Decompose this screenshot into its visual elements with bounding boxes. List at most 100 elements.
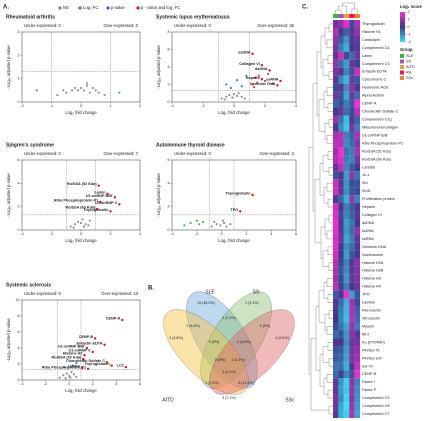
heatmap-cell xyxy=(349,266,355,275)
heatmap-cell xyxy=(354,20,361,29)
heatmap-cell xyxy=(338,258,344,267)
heatmap-cell xyxy=(333,274,339,283)
point xyxy=(118,91,121,94)
group-swatch xyxy=(400,70,404,75)
heatmap-cell xyxy=(343,163,350,172)
heatmap-cell xyxy=(343,234,350,243)
x-axis-title: Log₂ fold change xyxy=(218,238,250,243)
heatmap-cell xyxy=(333,91,339,100)
heatmap-cell xyxy=(354,115,361,124)
dendrogram xyxy=(328,119,333,128)
legend-label: p - value and log₂ FC xyxy=(141,5,180,10)
dendrogram xyxy=(335,2,358,14)
x-axis-title: Log₂ fold change xyxy=(65,388,97,393)
heatmap-cell xyxy=(354,386,361,395)
row-label: Cardiolipin xyxy=(362,38,380,42)
venn-region-label: 0 (0%) xyxy=(209,340,220,344)
heatmap-cell xyxy=(343,147,350,156)
dendrogram xyxy=(326,135,333,144)
y-tick-label: 3 xyxy=(18,30,20,34)
point xyxy=(74,223,77,226)
row-label: CENP-B xyxy=(362,372,377,376)
x-axis-title: Log₂ fold change xyxy=(218,110,250,115)
heatmap-cell xyxy=(349,115,355,124)
heatmap-cell xyxy=(349,203,355,212)
row-label: Complement C1q xyxy=(362,118,392,122)
row-label: Genomic DNA xyxy=(362,245,387,249)
plot-frame xyxy=(21,159,141,231)
heatmap-cell xyxy=(343,402,350,411)
dendrogram xyxy=(327,151,333,160)
dendrogram xyxy=(328,310,333,319)
heatmap-cell xyxy=(343,211,350,220)
row-label: Histone H1 xyxy=(362,30,381,34)
heatmap-cell xyxy=(343,107,350,116)
group-swatch xyxy=(400,54,404,58)
heatmap-cell xyxy=(338,187,344,196)
heatmap-cell xyxy=(354,330,361,339)
heatmap-cell xyxy=(333,258,339,267)
over-label: Over-expressed: 13 xyxy=(101,291,138,296)
dendrogram xyxy=(326,278,333,287)
labeled-point xyxy=(260,64,264,67)
x-tick-label: -2 xyxy=(195,232,198,236)
x-tick-label: 0 xyxy=(233,104,235,108)
row-label: Complement C4 xyxy=(362,46,389,50)
heatmap-cell xyxy=(349,282,355,291)
heatmap-cell xyxy=(349,346,355,355)
y-tick-label: 2 xyxy=(168,82,170,86)
heatmap-cell xyxy=(333,27,339,36)
point xyxy=(229,86,232,90)
dendrogram xyxy=(319,163,324,196)
heatmap-cell xyxy=(354,314,361,323)
labeled-point xyxy=(124,366,128,369)
heatmap-cell xyxy=(333,75,339,84)
point xyxy=(251,83,254,86)
y-tick-label: 4 xyxy=(168,65,170,69)
heatmap-cell xyxy=(333,322,339,331)
heatmap-cell xyxy=(338,250,344,259)
heatmap-cell xyxy=(354,179,361,188)
point xyxy=(236,79,239,82)
row-label: Entactin EDTA xyxy=(362,70,387,74)
row-label: Histone H2A xyxy=(362,261,384,265)
row-label: Alpha Actinin xyxy=(362,94,384,98)
heatmap-cell xyxy=(338,394,344,403)
labeled-point xyxy=(268,69,271,72)
row-label: Sm xyxy=(362,181,368,185)
plot-frame xyxy=(21,31,141,103)
point-label: Ribo Phosphoprotein P1 xyxy=(54,199,98,203)
heatmap-cell xyxy=(354,234,361,243)
point xyxy=(65,372,68,375)
venn-set xyxy=(209,309,295,395)
over-label: Over-expressed: 7 xyxy=(104,151,139,156)
heatmap-cell xyxy=(343,179,350,188)
heatmap-cell xyxy=(343,171,350,180)
x-tick-label: 4 xyxy=(139,232,141,236)
heatmap-cell xyxy=(349,322,355,331)
heatmap-cell xyxy=(354,370,361,379)
point-label: Ro/SSA (52 Kda) xyxy=(52,356,83,360)
heatmap-cell xyxy=(349,99,355,108)
row-label: U1-snRNP B/B' xyxy=(362,133,388,137)
heatmap-cell xyxy=(343,67,350,76)
y-tick-label: 4 xyxy=(18,346,20,350)
heatmap-cell xyxy=(333,290,339,299)
labeled-point xyxy=(109,210,112,213)
under-label: Under-expressed: 0 xyxy=(24,23,61,28)
point xyxy=(82,89,86,92)
y-axis-title: -Log₁₀ adjusted p-value xyxy=(6,45,11,89)
dendrogram xyxy=(328,358,333,367)
venn-set xyxy=(186,291,258,389)
heatmap-cell xyxy=(333,51,339,60)
y-tick-label: 0 xyxy=(18,228,20,232)
point xyxy=(56,93,59,97)
heatmap-cell xyxy=(343,187,350,196)
point-label: Entactin EDTA xyxy=(77,341,103,345)
group-legend-label: RA xyxy=(406,71,412,75)
heatmap-cell xyxy=(343,410,350,419)
heatmap-cell xyxy=(354,123,361,132)
heatmap-cell xyxy=(343,298,350,307)
point xyxy=(72,373,76,376)
point-label: ssRNA xyxy=(266,78,279,82)
